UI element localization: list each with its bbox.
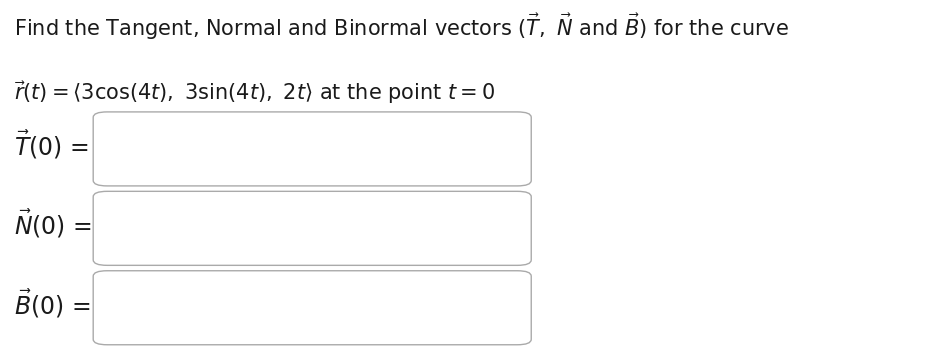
FancyBboxPatch shape	[93, 191, 531, 265]
FancyBboxPatch shape	[93, 112, 531, 186]
FancyBboxPatch shape	[93, 271, 531, 345]
Text: Find the Tangent, Normal and Binormal vectors $(\vec{T},\ \vec{N}$ and $\vec{B}): Find the Tangent, Normal and Binormal ve…	[14, 11, 789, 42]
Text: $\vec{T}(0)$ =: $\vec{T}(0)$ =	[14, 128, 89, 161]
Text: $\vec{B}(0)$ =: $\vec{B}(0)$ =	[14, 287, 90, 319]
Text: $\vec{r}(t) = \langle 3\cos(4t),\ 3\sin(4t),\ 2t\rangle$ at the point $t = 0$: $\vec{r}(t) = \langle 3\cos(4t),\ 3\sin(…	[14, 79, 495, 106]
Text: $\vec{N}(0)$ =: $\vec{N}(0)$ =	[14, 208, 92, 240]
